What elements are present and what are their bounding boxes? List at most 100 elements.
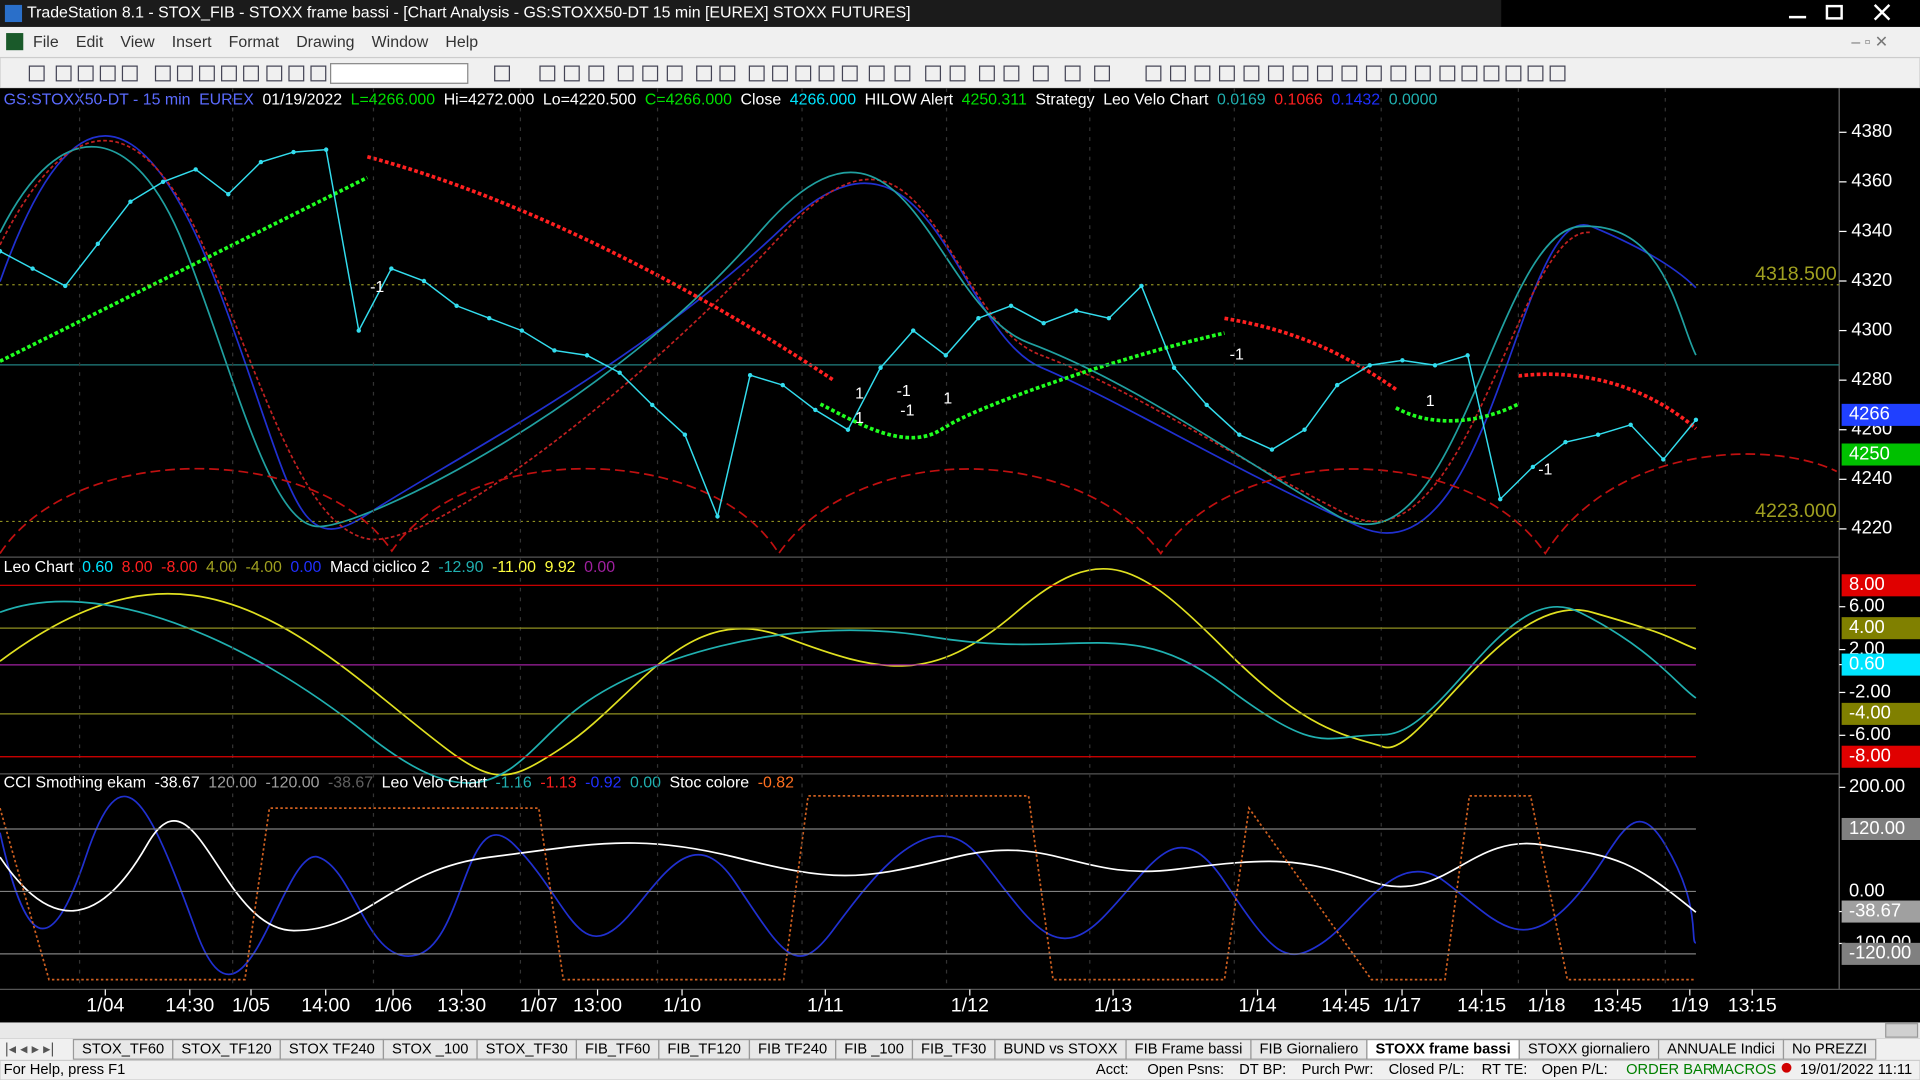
header-item: -0.92 [585, 775, 621, 792]
toolbar-button[interactable] [1549, 65, 1566, 82]
toolbar-button[interactable] [978, 65, 995, 82]
toolbar-button[interactable] [1032, 65, 1049, 82]
toolbar-button[interactable] [266, 65, 283, 82]
scroll-thumb[interactable] [1885, 1023, 1919, 1038]
chart-area [0, 88, 1920, 1023]
menu-item[interactable]: Drawing [296, 34, 354, 51]
menu-item[interactable]: File [33, 34, 59, 51]
toolbar-button[interactable] [1243, 65, 1260, 82]
toolbar-button[interactable] [772, 65, 788, 82]
tab-label[interactable]: FIB TF240 [758, 1041, 827, 1057]
tab[interactable] [1782, 1038, 1877, 1060]
toolbar-button[interactable] [1390, 65, 1407, 82]
toolbar-button[interactable] [1003, 65, 1020, 82]
toolbar-button[interactable] [617, 65, 634, 82]
toolbar-button[interactable] [1267, 65, 1284, 82]
toolbar-button[interactable] [1316, 65, 1333, 82]
scrollbar[interactable] [0, 1022, 1920, 1039]
toolbar-button[interactable] [1094, 65, 1110, 82]
toolbar-button[interactable] [1145, 65, 1162, 82]
toolbar-button[interactable] [1414, 65, 1431, 82]
toolbar-button[interactable] [748, 65, 765, 82]
toolbar-button[interactable] [121, 65, 138, 82]
tab-label[interactable]: FIB_TF120 [667, 1041, 740, 1057]
toolbar-button[interactable] [841, 65, 858, 82]
toolbar-button[interactable] [494, 65, 510, 82]
toolbar-button[interactable] [1194, 65, 1211, 82]
close-point [682, 432, 688, 437]
toolbar-button[interactable] [949, 65, 966, 82]
menu-item[interactable]: Insert [172, 34, 212, 51]
tab-label[interactable]: STOX _100 [392, 1041, 468, 1057]
header-item: 0.00 [584, 559, 615, 576]
tab-label[interactable]: No PREZZI [1792, 1041, 1867, 1057]
toolbar-button[interactable] [288, 65, 305, 82]
toolbar-button[interactable] [719, 65, 736, 82]
y-tick-label: 8.00 [1849, 573, 1885, 594]
toolbar-button[interactable] [1439, 65, 1456, 82]
toolbar-button[interactable] [1218, 65, 1235, 82]
toolbar-button[interactable] [243, 65, 259, 82]
y-tick-label: 4380 [1851, 120, 1892, 141]
menu-item[interactable]: Help [445, 34, 478, 51]
toolbar-button[interactable] [99, 65, 116, 82]
tab-label[interactable]: STOXX giornaliero [1528, 1041, 1650, 1057]
toolbar-button[interactable] [894, 65, 911, 82]
toolbar-button[interactable] [818, 65, 835, 82]
tab-label[interactable]: STOX TF240 [289, 1041, 375, 1057]
header-item: -12.90 [438, 559, 483, 576]
tab-label[interactable]: FIB Frame bassi [1135, 1041, 1243, 1057]
toolbar-button[interactable] [221, 65, 237, 82]
toolbar-button[interactable] [588, 65, 605, 82]
tab-label[interactable]: STOX_TF30 [486, 1041, 568, 1057]
toolbar-button[interactable] [28, 65, 45, 82]
toolbar-button[interactable] [666, 65, 683, 82]
toolbar-button[interactable] [1461, 65, 1478, 82]
window-controls[interactable] [1788, 4, 1891, 21]
toolbar-button[interactable] [1292, 65, 1309, 82]
order-bar[interactable]: ORDER BAR [1626, 1062, 1713, 1078]
mdi-controls[interactable]: – ▫ ✕ [1851, 34, 1888, 51]
toolbar-button[interactable] [1064, 65, 1081, 82]
toolbar-button[interactable] [55, 65, 72, 82]
close-point [1302, 427, 1307, 432]
toolbar-button[interactable] [176, 65, 193, 82]
tab-label[interactable]: FIB _100 [844, 1041, 904, 1057]
tab-label[interactable]: FIB_TF60 [585, 1041, 650, 1057]
toolbar-button[interactable] [868, 65, 885, 82]
tab-label[interactable]: FIB_TF30 [921, 1041, 986, 1057]
menu-item[interactable]: View [120, 34, 155, 51]
y-tick-label: 4220 [1851, 517, 1892, 538]
header-item: -38.67 [328, 775, 373, 792]
toolbar-button[interactable] [154, 65, 171, 82]
toolbar-button[interactable] [925, 65, 942, 82]
toolbar-button[interactable] [696, 65, 713, 82]
tab-nav[interactable]: |◂ ◂ ▸ ▸| [5, 1041, 54, 1057]
toolbar-button[interactable] [1341, 65, 1358, 82]
toolbar-button[interactable] [1483, 65, 1500, 82]
toolbar-button[interactable] [795, 65, 812, 82]
tab-label[interactable]: FIB Giornaliero [1260, 1041, 1359, 1057]
toolbar-button[interactable] [642, 65, 659, 82]
toolbar-button[interactable] [77, 65, 94, 82]
toolbar-button[interactable] [1527, 65, 1544, 82]
menu-item[interactable]: Edit [76, 34, 104, 51]
tab-label[interactable]: BUND vs STOXX [1004, 1041, 1118, 1057]
close-point [1595, 432, 1601, 437]
toolbar-button[interactable] [1170, 65, 1186, 82]
header-item: 4250.311 [962, 92, 1027, 109]
toolbar-button[interactable] [310, 65, 327, 82]
menu-item[interactable]: Window [372, 34, 429, 51]
toolbar-button[interactable] [563, 65, 580, 82]
toolbar-button[interactable] [539, 65, 556, 82]
toolbar-button[interactable] [1505, 65, 1522, 82]
tab-label[interactable]: ANNUALE Indici [1667, 1041, 1775, 1057]
toolbar-button[interactable] [198, 65, 215, 82]
menu-item[interactable]: Format [229, 34, 280, 51]
tab-label[interactable]: STOX_TF120 [181, 1041, 271, 1057]
tab-label[interactable]: STOX_TF60 [82, 1041, 164, 1057]
macros[interactable]: MACROS [1712, 1062, 1777, 1078]
toolbar-button[interactable] [1365, 65, 1382, 82]
symbol-combo[interactable] [330, 63, 469, 84]
tab-label[interactable]: STOXX frame bassi [1375, 1041, 1510, 1057]
